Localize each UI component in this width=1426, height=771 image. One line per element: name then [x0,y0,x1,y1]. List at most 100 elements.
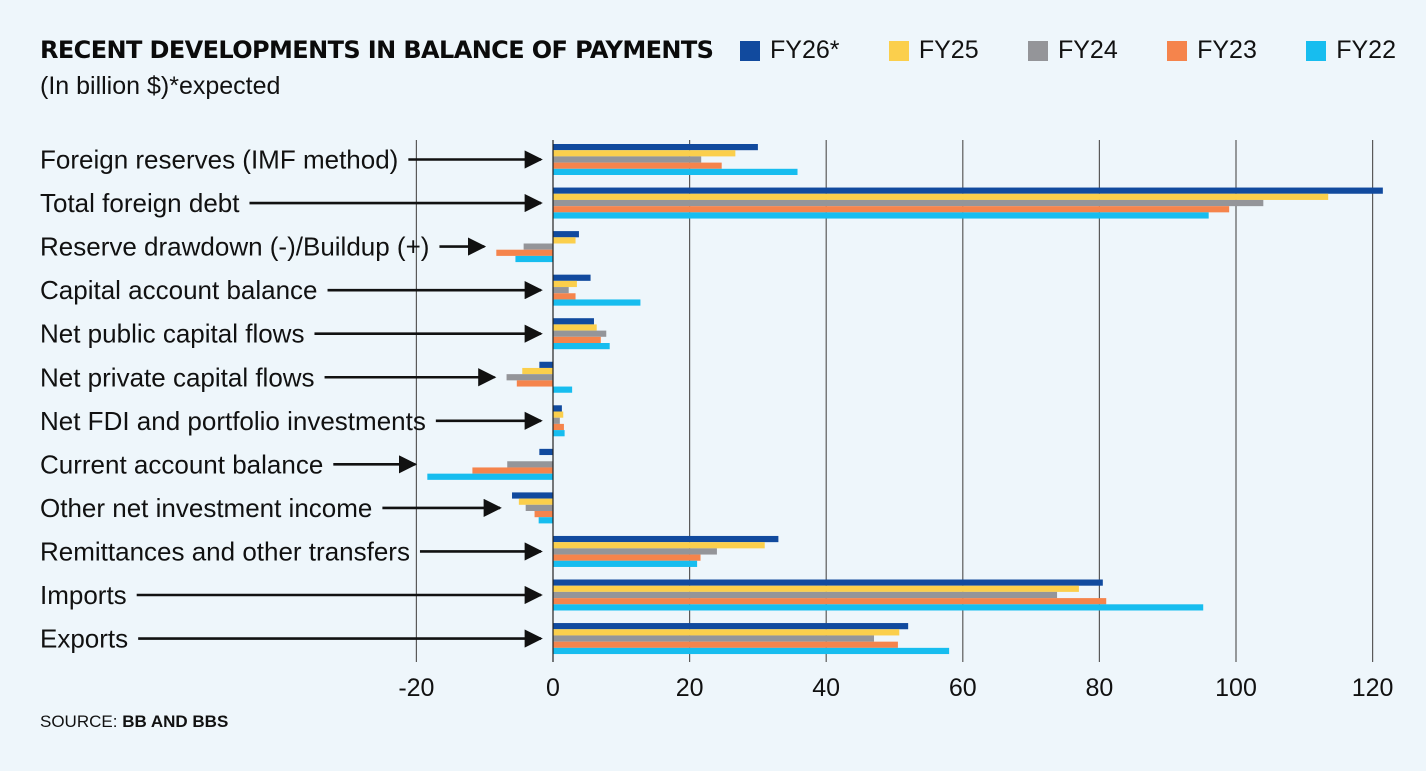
x-tick-label-neg20: -20 [398,674,434,702]
bar-total-foreign-debt-fy22 [553,212,1209,219]
category-label-imports: Imports [40,580,127,610]
bar-total-foreign-debt-fy23 [553,206,1230,213]
bar-capital-account-balance-fy24 [553,287,569,294]
x-tick-label-100: 100 [1215,674,1257,702]
bar-remittances-and-other-transfers-fy24 [553,548,717,555]
bar-other-net-investment-income-fy25 [518,498,553,505]
bar-net-fdi-and-portfolio-investments-fy25 [553,411,564,418]
bar-imports-fy25 [553,585,1079,592]
x-tick-label-20: 20 [676,674,704,702]
bar-net-public-capital-flows-fy25 [553,324,597,331]
bar-reserve-drawdown-buildup-fy24 [523,243,553,250]
bar-imports-fy22 [553,604,1204,611]
category-label-other-net-investment-income: Other net investment income [40,493,372,523]
legend-label-fy26: FY26* [770,36,840,64]
category-label-total-foreign-debt: Total foreign debt [40,188,240,218]
bar-capital-account-balance-fy22 [553,299,641,306]
legend-swatch-fy26 [740,40,760,61]
legend-item-fy22: FY22 [1306,36,1396,65]
bar-net-public-capital-flows-fy23 [553,336,601,343]
bar-imports-fy24 [553,591,1058,599]
bar-capital-account-balance-fy23 [553,293,576,300]
bar-remittances-and-other-transfers-fy25 [553,542,765,549]
bar-remittances-and-other-transfers-fy26 [553,535,779,543]
legend: FY26* FY25 FY24 FY23 FY22 [740,36,1396,65]
bar-foreign-reserves-imf-method-fy24 [553,156,702,163]
x-tick-label-60: 60 [949,674,977,702]
legend-label-fy25: FY25 [918,36,979,64]
category-label-exports: Exports [40,624,128,654]
bar-current-account-balance-fy26 [539,448,553,456]
bar-exports-fy26 [553,623,909,630]
bar-current-account-balance-fy24 [507,461,553,468]
bar-net-public-capital-flows-fy24 [553,330,607,337]
bar-reserve-drawdown-buildup-fy26 [553,231,579,238]
bar-total-foreign-debt-fy26 [553,187,1383,194]
category-label-remittances-and-other-transfers: Remittances and other transfers [40,536,410,566]
chart-title: RECENT DEVELOPMENTS IN BALANCE OF PAYMEN… [40,36,714,64]
source-value: BB AND BBS [122,712,229,731]
source-prefix: SOURCE: [40,712,123,731]
x-tick-label-0: 0 [546,674,560,702]
bar-net-public-capital-flows-fy22 [553,343,610,350]
bar-exports-fy25 [553,629,900,636]
bar-net-private-capital-flows-fy23 [516,380,553,387]
bar-exports-fy24 [553,635,875,642]
x-tick-label-80: 80 [1085,674,1113,702]
bar-net-private-capital-flows-fy26 [539,361,553,368]
bar-exports-fy22 [553,647,950,655]
bar-other-net-investment-income-fy24 [525,504,553,511]
category-label-capital-account-balance: Capital account balance [40,275,318,305]
bar-foreign-reserves-imf-method-fy25 [553,150,736,157]
source-note: SOURCE: BB AND BBS [40,712,228,732]
bar-reserve-drawdown-buildup-fy22 [515,255,553,263]
bar-net-private-capital-flows-fy22 [553,386,573,393]
bar-remittances-and-other-transfers-fy22 [553,560,698,567]
bar-net-fdi-and-portfolio-investments-fy24 [553,417,560,424]
bar-net-fdi-and-portfolio-investments-fy26 [553,405,562,412]
bar-net-private-capital-flows-fy25 [522,367,553,375]
legend-item-fy25: FY25 [888,36,979,65]
legend-label-fy23: FY23 [1197,36,1257,64]
bar-total-foreign-debt-fy24 [553,199,1264,207]
legend-swatch-fy25 [888,40,909,61]
bar-total-foreign-debt-fy25 [553,193,1329,200]
bar-capital-account-balance-fy26 [553,274,591,281]
bar-capital-account-balance-fy25 [553,280,577,288]
bar-current-account-balance-fy23 [472,467,553,474]
category-label-foreign-reserves-imf-method: Foreign reserves (IMF method) [40,145,398,175]
legend-item-fy24: FY24 [1027,36,1118,65]
bar-net-fdi-and-portfolio-investments-fy23 [553,423,564,431]
bar-exports-fy23 [553,641,898,648]
bar-imports-fy23 [553,598,1107,605]
bar-other-net-investment-income-fy22 [538,517,553,524]
bar-foreign-reserves-imf-method-fy23 [553,162,722,169]
bar-remittances-and-other-transfers-fy23 [553,554,701,561]
category-label-net-fdi-and-portfolio-investments: Net FDI and portfolio investments [40,406,426,436]
category-label-net-public-capital-flows: Net public capital flows [40,319,304,349]
category-label-current-account-balance: Current account balance [40,449,323,479]
x-tick-label-40: 40 [812,674,840,702]
bar-net-private-capital-flows-fy24 [506,374,553,381]
bar-net-public-capital-flows-fy26 [553,318,594,325]
bar-foreign-reserves-imf-method-fy22 [553,168,798,175]
bar-other-net-investment-income-fy23 [534,511,553,518]
x-tick-label-120: 120 [1352,674,1394,702]
legend-label-fy24: FY24 [1057,36,1118,64]
legend-swatch-fy23 [1167,40,1188,61]
legend-swatch-fy22 [1306,40,1327,61]
legend-label-fy22: FY22 [1336,36,1396,64]
bar-net-fdi-and-portfolio-investments-fy22 [553,430,565,437]
legend-item-fy23: FY23 [1167,36,1257,65]
category-label-reserve-drawdown-buildup: Reserve drawdown (-)/Buildup (+) [40,232,429,262]
chart-subtitle: (In billion $)*expected [40,72,281,100]
bar-foreign-reserves-imf-method-fy26 [553,144,758,151]
bar-reserve-drawdown-buildup-fy25 [553,237,576,244]
category-label-net-private-capital-flows: Net private capital flows [40,362,315,392]
bar-reserve-drawdown-buildup-fy23 [496,249,553,256]
legend-item-fy26: FY26* [740,36,839,65]
bar-current-account-balance-fy22 [427,473,553,480]
bar-imports-fy26 [553,579,1103,586]
bar-other-net-investment-income-fy26 [512,492,553,499]
